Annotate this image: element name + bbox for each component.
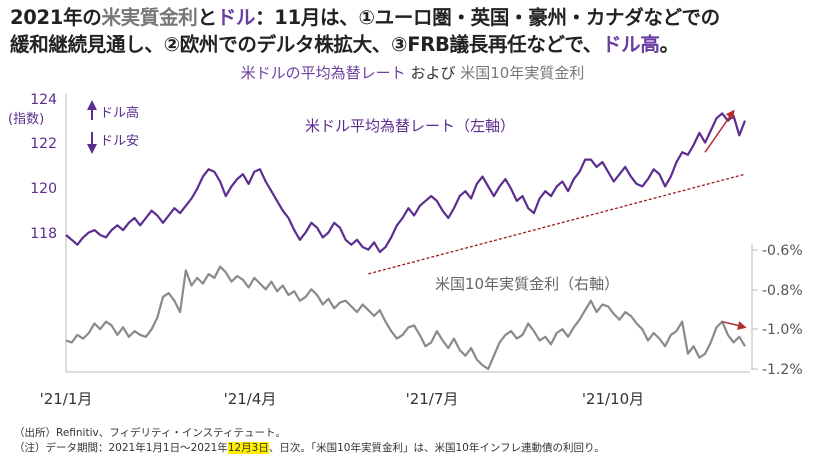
chart-subtitle: 米ドルの平均為替レート および 米国10年実質金利 <box>0 62 825 83</box>
legend-down-label: ドル安 <box>100 134 139 149</box>
headline-line-1: 2021年の米実質金利とドル：11月は、①ユーロ圏・英国・豪州・カナダなどでの <box>10 4 820 31</box>
series-label-dollar: 米ドル平均為替レート（左軸） <box>305 117 515 135</box>
period-note-text: 、日次。「米国10年実質金利」は、米国10年インフレ連動債の利回り。 <box>268 442 605 454</box>
chart-area: (指数) 124 122 120 118 ドル高 ドル安 -0.6% -0.8%… <box>8 92 803 408</box>
period-note-text: （注）データ期間：2021年1月1日～2021年 <box>14 442 228 454</box>
right-tick-label: -1.0% <box>762 322 803 338</box>
headline-text: と <box>197 6 218 29</box>
headline-text: 緩和継続見通し、②欧州でのデルタ株拡大、③FRB議長再任などで、 <box>10 33 602 56</box>
period-note-highlight: 12月3日 <box>227 442 269 454</box>
headline-line-2: 緩和継続見通し、②欧州でのデルタ株拡大、③FRB議長再任などで、ドル高。 <box>10 31 820 58</box>
x-tick-label: '21/10月 <box>582 390 644 408</box>
left-tick-label: 122 <box>30 136 57 152</box>
left-tick-label: 120 <box>30 181 57 197</box>
series-line-real-rate <box>65 265 746 371</box>
headline: 2021年の米実質金利とドル：11月は、①ユーロ圏・英国・豪州・カナダなどでの … <box>10 4 820 58</box>
right-tick-label: -0.6% <box>762 243 803 259</box>
trend-line <box>368 173 746 275</box>
series-line-dollar-index <box>65 112 747 254</box>
right-tick-label: -0.8% <box>762 283 803 299</box>
right-tick-label: -1.2% <box>762 362 803 378</box>
trend-arrow-dollar <box>704 109 735 153</box>
direction-legend: ドル高 ドル安 <box>87 100 139 154</box>
x-tick-label: '21/4月 <box>224 390 277 408</box>
headline-text: ：11月は、①ユーロ圏・英国・豪州・カナダなどでの <box>255 6 720 29</box>
x-tick-label: '21/7月 <box>406 390 459 408</box>
headline-rate-word: 米実質金利 <box>101 6 198 29</box>
headline-dollar-strong: ドル高 <box>601 33 660 56</box>
legend-up-label: ドル高 <box>100 105 139 121</box>
left-tick-label: 124 <box>30 92 57 108</box>
source-note: （出所）Refinitiv、フィデリティ・インスティテュート。 <box>14 427 286 439</box>
footnotes: （出所）Refinitiv、フィデリティ・インスティテュート。 （注）データ期間… <box>14 426 605 456</box>
period-note: （注）データ期間：2021年1月1日～2021年12月3日、日次。「米国10年実… <box>14 441 605 456</box>
headline-text: 。 <box>659 33 680 56</box>
trend-arrow-rate <box>721 320 747 330</box>
headline-dollar-word: ドル <box>216 6 256 29</box>
subtitle-and: および <box>410 64 456 82</box>
x-tick-label: '21/1月 <box>40 390 93 408</box>
headline-text: 2021年の <box>10 6 102 29</box>
left-axis-unit-label: (指数) <box>8 112 44 127</box>
subtitle-dollar: 米ドルの平均為替レート <box>240 64 406 82</box>
left-tick-label: 118 <box>30 226 57 242</box>
series-label-rate: 米国10年実質金利（右軸） <box>435 275 619 293</box>
subtitle-rate: 米国10年実質金利 <box>460 64 585 82</box>
